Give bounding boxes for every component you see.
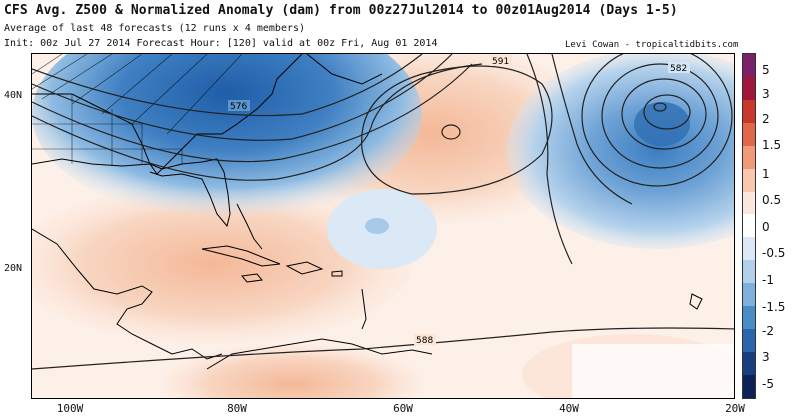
contour-591: [361, 65, 553, 195]
colorbar-label: -1.5: [762, 300, 786, 314]
coastlines: [32, 54, 703, 370]
colorbar-label: 0: [762, 220, 770, 234]
contour-label-591: 591: [492, 57, 509, 67]
colorbar-label: 3: [762, 350, 770, 364]
colorbar-segment: [743, 145, 755, 169]
contour-594: [441, 124, 461, 140]
colorbar-segment: [743, 374, 755, 398]
colorbar-segment: [743, 76, 755, 100]
us-coast: [32, 54, 303, 175]
colorbar-label: -5: [762, 377, 774, 391]
puerto-rico: [331, 270, 343, 277]
colorbar-segment: [743, 329, 755, 352]
lesser-antilles: [361, 288, 367, 330]
lon-label-40w: 40W: [559, 402, 579, 415]
colorbar-label: -1: [762, 273, 774, 287]
colorbar: [742, 53, 756, 399]
contour-579: [32, 54, 453, 141]
lon-label-20w: 20W: [725, 402, 745, 415]
map-title: CFS Avg. Z500 & Normalized Anomaly (dam)…: [4, 3, 678, 18]
mexico-central-america-coast: [32, 228, 223, 360]
negative-anomaly-core: [634, 102, 690, 146]
colorbar-label: 1: [762, 167, 770, 181]
state-borders: [32, 54, 243, 166]
contour-579-low: [643, 94, 691, 130]
contour-576: [32, 54, 423, 117]
south-america-coast: [206, 338, 433, 370]
anomaly-map: 591 582 576 588: [31, 53, 735, 399]
lat-label-40n: 40N: [4, 90, 23, 101]
colorbar-label: -2: [762, 324, 774, 338]
lon-label-80w: 80W: [227, 402, 247, 415]
contour-label-576: 576: [230, 102, 247, 112]
colorbar-label: -0.5: [762, 246, 786, 260]
state-lines-vert: [71, 94, 183, 166]
colorbar-segment: [743, 191, 755, 215]
cape-verde: [689, 293, 703, 310]
colorbar-segment: [743, 168, 755, 192]
contour-582-low: [621, 78, 707, 150]
contour-582a: [32, 63, 473, 163]
colorbar-segment: [743, 214, 755, 238]
colorbar-segment: [743, 283, 755, 307]
colorbar-label: 3: [762, 87, 770, 101]
negative-anomaly-north-atlantic: [507, 54, 734, 249]
contour-585-low: [601, 63, 719, 169]
colorbar-label: 5: [762, 63, 770, 77]
contour-label-588: 588: [416, 336, 433, 346]
colorbar-segment: [743, 54, 755, 77]
contour-588-mid: [526, 54, 573, 265]
colorbar-segment: [743, 351, 755, 375]
florida-coast: [149, 158, 231, 228]
colorbar-segment: [743, 237, 755, 261]
contour-588-low: [581, 54, 733, 187]
positive-anomaly-gulf: [32, 184, 412, 344]
contour-label-582: 582: [670, 64, 687, 74]
state-lines-diag: [32, 54, 243, 135]
bahamas: [236, 203, 263, 250]
cuba: [201, 245, 281, 267]
jamaica: [241, 273, 263, 283]
contour-576-low: [653, 102, 667, 112]
gulf-coast: [32, 158, 151, 167]
init-line: Init: 00z Jul 27 2014 Forecast Hour: [12…: [4, 38, 438, 49]
contour-585: [32, 63, 483, 181]
weak-negative-core: [365, 218, 389, 234]
colorbar-segment: [743, 122, 755, 146]
lon-label-100w: 100W: [56, 402, 84, 415]
colorbar-label: 2: [762, 112, 770, 126]
map-subtitle: Average of last 48 forecasts (12 runs x …: [4, 23, 306, 34]
colorbar-segment: [743, 99, 755, 123]
colorbar-label: 1.5: [762, 138, 782, 152]
map-canvas: 591 582 576 588: [32, 54, 734, 398]
lat-label-20n: 20N: [4, 263, 23, 274]
colorbar-segment: [743, 306, 755, 330]
neutral-area-se: [572, 344, 734, 398]
nova-scotia-coast: [306, 54, 383, 85]
hispaniola: [285, 261, 324, 275]
colorbar-label: 0.5: [762, 193, 782, 207]
lon-label-60w: 60W: [393, 402, 413, 415]
colorbar-segment: [743, 260, 755, 284]
negative-anomaly-eastern-us: [32, 54, 422, 219]
contour-591-east: [551, 54, 633, 205]
credit-label: Levi Cowan - tropicaltidbits.com: [565, 40, 739, 50]
